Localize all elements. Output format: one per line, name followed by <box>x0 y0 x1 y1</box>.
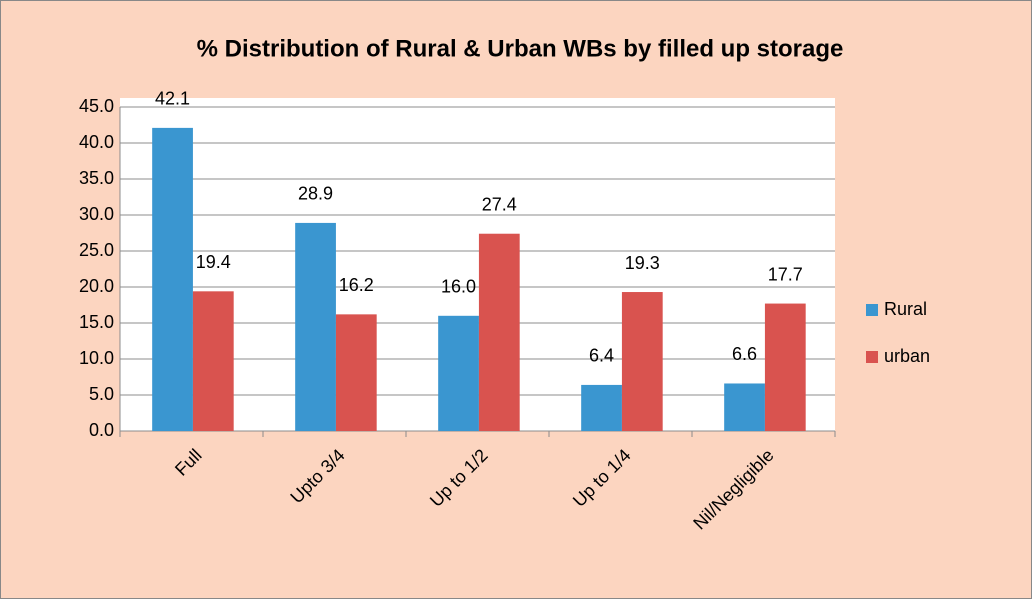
legend-swatch <box>866 304 878 316</box>
y-tick-label: 15.0 <box>79 312 114 332</box>
bar <box>478 233 520 431</box>
bar <box>724 383 765 431</box>
y-tick-label: 30.0 <box>79 204 114 224</box>
legend-label: Rural <box>884 299 927 319</box>
y-tick-label: 20.0 <box>79 276 114 296</box>
data-label: 42.1 <box>155 89 190 109</box>
bar <box>764 303 806 431</box>
chart-title: % Distribution of Rural & Urban WBs by f… <box>197 35 844 62</box>
y-tick-label: 0.0 <box>89 420 114 440</box>
data-label: 19.4 <box>196 252 231 272</box>
data-label: 6.6 <box>732 344 757 364</box>
data-label: 17.7 <box>768 264 803 284</box>
y-tick-label: 35.0 <box>79 168 114 188</box>
data-label: 16.0 <box>441 277 476 297</box>
y-tick-label: 10.0 <box>79 348 114 368</box>
data-label: 28.9 <box>298 184 333 204</box>
bar <box>152 127 193 431</box>
legend-swatch <box>866 351 878 363</box>
data-label: 16.2 <box>339 275 374 295</box>
data-label: 6.4 <box>589 346 614 366</box>
bar <box>192 291 234 431</box>
bar <box>621 292 663 431</box>
legend-label: urban <box>884 346 930 366</box>
y-tick-label: 45.0 <box>79 96 114 116</box>
y-tick-label: 5.0 <box>89 384 114 404</box>
data-label: 19.3 <box>625 253 660 273</box>
bar <box>295 222 336 431</box>
y-tick-label: 40.0 <box>79 132 114 152</box>
bar <box>438 315 479 431</box>
y-tick-label: 25.0 <box>79 240 114 260</box>
data-label: 27.4 <box>482 194 517 214</box>
bar <box>335 314 377 431</box>
bar <box>581 384 622 431</box>
